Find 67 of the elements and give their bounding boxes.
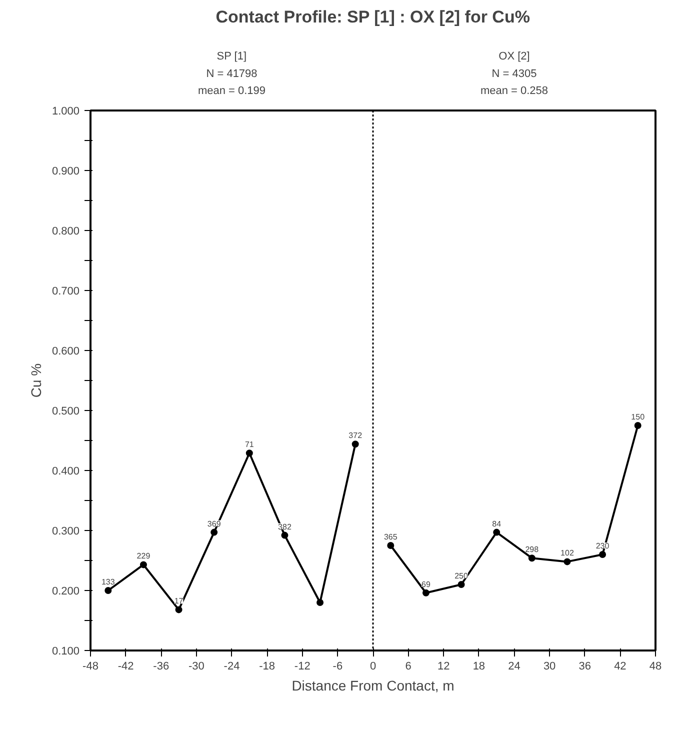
x-tick-label: -6 xyxy=(332,660,343,672)
text: OX [2] xyxy=(498,50,530,63)
y-tick-label: 0.600 xyxy=(52,346,80,358)
x-tick-label: -12 xyxy=(294,660,310,672)
x-tick-label: 6 xyxy=(405,660,412,672)
annotation: 369 xyxy=(207,519,222,528)
annotation: 17 xyxy=(174,596,184,606)
point xyxy=(564,558,571,566)
x-tick-label: 18 xyxy=(472,660,486,672)
point xyxy=(316,599,324,606)
y-tick-label: 0.200 xyxy=(52,586,80,598)
annotation: 102 xyxy=(560,548,574,558)
point xyxy=(352,440,359,448)
text: mean = 0.258 xyxy=(480,85,548,98)
point xyxy=(210,528,218,536)
x-tick-label: -48 xyxy=(82,660,98,672)
point xyxy=(387,542,394,549)
text: SP [1] xyxy=(216,50,247,63)
y-tick-label: 0.500 xyxy=(52,406,80,418)
y-tick-label: 1.000 xyxy=(52,106,80,118)
point xyxy=(634,422,642,429)
annotation: 382 xyxy=(278,522,292,532)
y-tick-label: 0.100 xyxy=(52,646,80,658)
annotation: 84 xyxy=(492,519,502,528)
point xyxy=(281,532,288,539)
text: N = 4305 xyxy=(492,68,537,80)
x-tick-label: -18 xyxy=(259,660,276,672)
point xyxy=(422,589,430,596)
point xyxy=(599,551,606,558)
chart-title: Contact Profile: SP [1] : OX [2] for Cu% xyxy=(216,8,530,26)
text: mean = 0.199 xyxy=(198,85,266,98)
annotation: 365 xyxy=(384,532,398,542)
point xyxy=(458,581,465,588)
text: N = 41798 xyxy=(206,68,258,80)
y-tick-label: 0.300 xyxy=(52,526,80,538)
x-axis-title: Distance From Contact, m xyxy=(292,678,454,694)
y-tick-label: 0.800 xyxy=(52,226,80,238)
x-tick-label: 24 xyxy=(508,660,520,672)
x-tick-label: 48 xyxy=(649,660,662,672)
point xyxy=(493,528,500,536)
annotation: 250 xyxy=(454,572,469,580)
point xyxy=(528,554,536,562)
y-axis-title: Cu % xyxy=(28,363,44,398)
annotation: 372 xyxy=(348,431,363,440)
point xyxy=(246,450,253,457)
x-tick-label: 0 xyxy=(370,660,376,672)
y-tick-label: 0.400 xyxy=(52,466,80,478)
x-tick-label: 30 xyxy=(543,660,556,672)
annotation: 229 xyxy=(136,552,151,561)
x-tick-label: 36 xyxy=(578,660,592,672)
point xyxy=(104,587,112,594)
annotation: 69 xyxy=(422,580,431,589)
y-tick-label: 0.700 xyxy=(52,286,80,298)
annotation: 230 xyxy=(596,542,610,550)
y-tick-label: 0.900 xyxy=(52,166,80,178)
point xyxy=(175,606,182,614)
annotation: 150 xyxy=(631,412,646,422)
annotation: 133 xyxy=(101,578,116,586)
annotation: 71 xyxy=(244,440,254,450)
point xyxy=(140,561,147,568)
x-tick-label: -36 xyxy=(153,660,170,672)
x-tick-label: -30 xyxy=(188,660,204,672)
x-tick-label: 12 xyxy=(438,660,450,672)
x-tick-label: -24 xyxy=(224,660,240,672)
x-tick-label: 42 xyxy=(614,660,626,672)
x-tick-label: -42 xyxy=(118,660,134,672)
annotation: 298 xyxy=(525,545,540,554)
